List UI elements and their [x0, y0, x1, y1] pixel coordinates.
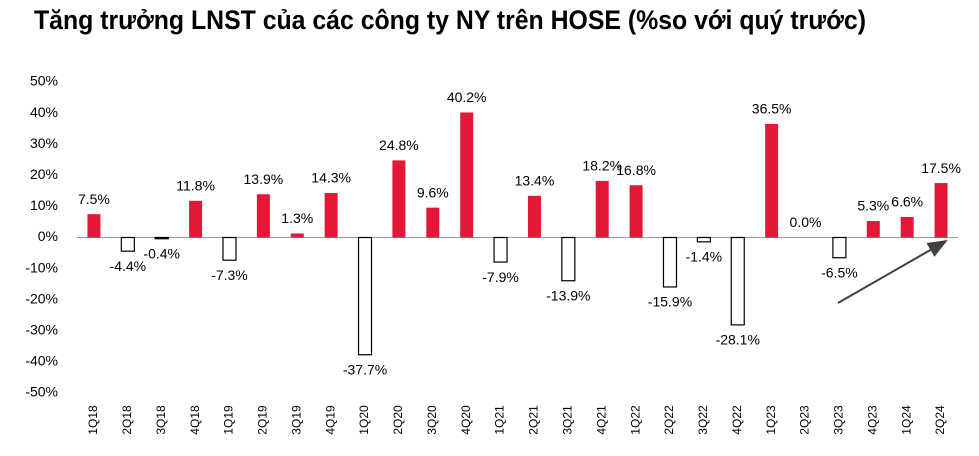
x-tick-label: 2Q24: [933, 405, 947, 435]
x-tick-label: 4Q21: [594, 405, 608, 435]
value-label: 6.6%: [891, 194, 923, 210]
bar: [222, 236, 237, 261]
value-label: -4.4%: [110, 258, 147, 274]
y-tick-label: 30%: [30, 135, 58, 151]
x-tick-label: 1Q20: [357, 405, 371, 435]
bar: [154, 236, 169, 240]
x-tick-label: 1Q21: [493, 405, 507, 435]
value-label: 1.3%: [281, 210, 313, 226]
x-tick-label: 3Q20: [425, 405, 439, 435]
x-tick-label: 4Q19: [323, 405, 337, 435]
value-label: 40.2%: [447, 89, 487, 105]
bar: [900, 216, 914, 238]
value-label: 16.8%: [616, 162, 656, 178]
bar: [730, 236, 745, 326]
x-tick-label: 2Q22: [662, 405, 676, 435]
y-tick-label: 20%: [30, 166, 58, 182]
value-label: -6.5%: [821, 264, 858, 280]
value-label: -7.9%: [482, 269, 519, 285]
value-label: 13.4%: [515, 173, 555, 189]
x-tick-label: 3Q23: [832, 405, 846, 435]
bar: [290, 233, 304, 238]
bar: [357, 236, 373, 356]
x-tick-label: 3Q21: [560, 405, 574, 435]
value-label: -15.9%: [648, 294, 692, 310]
x-tick-label: 4Q18: [188, 405, 202, 435]
bar: [866, 221, 880, 238]
bar: [87, 214, 101, 238]
bar: [696, 236, 711, 243]
y-tick-label: -10%: [25, 259, 58, 275]
y-tick-label: 10%: [30, 197, 58, 213]
value-label: 0.0%: [790, 214, 822, 230]
y-tick-label: -40%: [25, 353, 58, 369]
value-label: -7.3%: [211, 267, 248, 283]
bar: [189, 200, 203, 238]
value-label: 17.5%: [921, 160, 961, 176]
x-tick-label: 2Q19: [256, 405, 270, 435]
bar: [426, 207, 440, 238]
x-tick-label: 1Q18: [86, 405, 100, 435]
value-label: 14.3%: [311, 170, 351, 186]
y-tick-label: -30%: [25, 322, 58, 338]
bar: [256, 194, 270, 238]
x-tick-label: 1Q23: [764, 405, 778, 435]
x-tick-label: 3Q22: [696, 405, 710, 435]
bar: [460, 112, 474, 238]
x-tick-label: 2Q20: [391, 405, 405, 435]
value-label: 9.6%: [417, 184, 449, 200]
x-tick-label: 2Q21: [527, 405, 541, 435]
y-tick-label: 50%: [30, 73, 58, 89]
x-tick-label: 4Q22: [730, 405, 744, 435]
bar: [561, 236, 576, 282]
value-label: 5.3%: [857, 198, 889, 214]
bar: [629, 185, 643, 238]
trend-arrow: [837, 240, 948, 304]
bar: [832, 236, 847, 259]
x-tick-label: 4Q20: [459, 405, 473, 435]
bar: [493, 236, 508, 263]
x-tick-label: 2Q23: [798, 405, 812, 435]
value-label: 18.2%: [582, 158, 622, 174]
value-label: -28.1%: [716, 332, 760, 348]
bar: [765, 123, 779, 238]
value-label: -1.4%: [686, 249, 723, 265]
value-label: -0.4%: [143, 245, 180, 261]
value-label: 36.5%: [752, 101, 792, 117]
value-label: 13.9%: [244, 171, 284, 187]
x-tick-label: 3Q18: [154, 405, 168, 435]
bar: [120, 236, 135, 252]
value-label: 24.8%: [379, 137, 419, 153]
bar: [595, 180, 609, 238]
bar: [662, 236, 678, 288]
x-tick-label: 1Q22: [628, 405, 642, 435]
x-tick-label: 2Q18: [120, 405, 134, 435]
bar: [527, 195, 541, 238]
y-tick-label: -20%: [25, 290, 58, 306]
x-tick-label: 4Q23: [865, 405, 879, 435]
y-tick-label: 40%: [30, 104, 58, 120]
chart-title: Tăng trưởng LNST của các công ty NY trên…: [34, 5, 866, 35]
bar: [392, 160, 406, 238]
value-label: 11.8%: [176, 178, 215, 194]
value-label: -37.7%: [343, 361, 387, 377]
y-tick-label: 0%: [38, 228, 58, 244]
value-label: -13.9%: [546, 287, 590, 303]
y-tick-label: -50%: [25, 384, 58, 400]
x-tick-label: 1Q19: [222, 405, 236, 435]
x-tick-label: 1Q24: [899, 405, 913, 435]
bar: [324, 193, 338, 238]
value-label: 7.5%: [78, 191, 110, 207]
x-tick-label: 3Q19: [289, 405, 303, 435]
bar: [934, 183, 948, 238]
